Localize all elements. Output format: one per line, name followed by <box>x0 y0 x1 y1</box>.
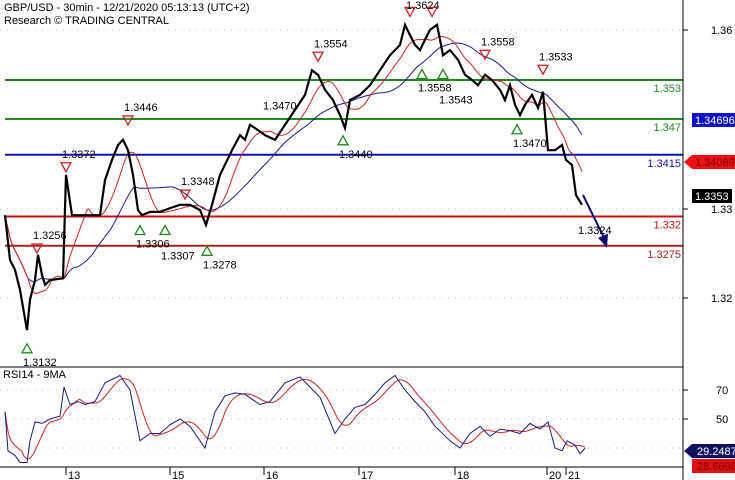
x-axis: 13 15 16 17 18 20 21 <box>65 467 580 480</box>
swing-high-triangle-icon <box>59 162 73 174</box>
rsi-y-tick-label: 50 <box>716 414 728 426</box>
price-grid <box>0 29 683 449</box>
swing-low-label: 1.3470 <box>513 138 547 150</box>
x-tick-label: 16 <box>266 470 278 480</box>
level-label: 1.332 <box>653 220 681 232</box>
forecast-arrowhead-icon <box>598 233 608 248</box>
price-y-ticks <box>683 29 688 420</box>
swing-low-label: 1.3440 <box>339 149 373 161</box>
swing-high-triangle-icon <box>425 6 439 18</box>
x-tick-label: 13 <box>68 470 80 480</box>
ma-slow-badge <box>692 113 735 127</box>
swing-low-triangle-icon <box>20 342 34 354</box>
x-tick-label: 20 <box>549 470 561 480</box>
forecast-target-label: 1.3324 <box>578 225 612 237</box>
swing-low-label: 1.3306 <box>136 239 170 251</box>
level-label: 1.3275 <box>647 249 681 261</box>
swing-low-triangle-icon <box>436 68 450 80</box>
swing-low-triangle-icon <box>510 123 524 135</box>
key-levels: 1.353 1.347 1.3415 1.332 1.3275 <box>5 79 683 261</box>
y-tick-label: 1.33 <box>711 204 732 216</box>
chart-subtitle: Research © TRADING CENTRAL <box>4 15 169 27</box>
swing-high-triangle-icon <box>30 243 44 255</box>
chart-title: GBP/USD - 30min - 12/21/2020 05:13:13 (U… <box>4 2 249 14</box>
swing-low-triangle-icon <box>415 68 429 80</box>
level-label: 1.3415 <box>647 158 681 170</box>
swing-low-triangle-icon <box>200 244 214 256</box>
swing-high-label: 1.3624 <box>406 0 440 12</box>
swing-high-label: 1.3554 <box>314 38 348 50</box>
swing-high-label: 1.3446 <box>124 102 158 114</box>
ma-slow-badge-label: 1.34696 <box>695 115 735 127</box>
price-series <box>3 21 583 331</box>
swing-high-triangle-icon <box>311 51 325 63</box>
level-label: 1.347 <box>653 122 681 134</box>
price-label: 1.3470 <box>263 100 297 112</box>
swing-low-label: 1.3278 <box>203 259 237 271</box>
level-label: 1.353 <box>653 83 681 95</box>
rsi-ma-line <box>4 378 586 460</box>
rsi-badge <box>684 444 735 458</box>
swing-high-triangle-icon <box>178 189 192 201</box>
rsi-title: RSI14 - 9MA <box>3 369 67 381</box>
x-tick-label: 17 <box>361 470 373 480</box>
ma-fast-badge <box>684 155 735 169</box>
swing-high-triangle-icon <box>478 49 492 61</box>
swing-high-label: 1.3256 <box>33 230 67 242</box>
x-tick-label: 15 <box>172 470 184 480</box>
y-tick-label: 1.36 <box>711 25 732 37</box>
rsi-series <box>4 374 586 463</box>
swing-low-label: 1.3132 <box>23 357 57 369</box>
ma-fast-badge-label: 1.34089 <box>695 157 735 169</box>
swing-low-triangle-icon <box>158 224 172 236</box>
swing-low-label: 1.3307 <box>161 251 195 263</box>
rsi-ma-badge-label: 28.6698 <box>697 461 735 473</box>
swing-high-label: 1.3372 <box>62 149 96 161</box>
swing-low-label: 1.3543 <box>439 95 473 107</box>
last-price-badge-label: 1.3353 <box>695 191 729 203</box>
swing-low-triangle-icon <box>336 134 350 146</box>
rsi-ma-badge <box>692 459 735 473</box>
x-tick-label: 18 <box>457 470 469 480</box>
swing-markers: 1.32561.33721.34461.33481.35541.36241.36… <box>20 0 612 369</box>
price-line <box>3 21 583 331</box>
forecast-arrow-line <box>582 194 606 241</box>
y-tick-label: 1.32 <box>711 293 732 305</box>
rsi-badge-label: 29.2487 <box>697 446 735 458</box>
swing-high-triangle-icon <box>121 115 135 127</box>
swing-high-triangle-icon <box>403 6 417 18</box>
swing-low-label: 1.3558 <box>418 83 452 95</box>
swing-high-label: 1.3558 <box>481 36 515 48</box>
rsi-line <box>4 374 586 463</box>
rsi-y-tick-label: 70 <box>716 385 728 397</box>
last-price-badge <box>692 189 732 203</box>
swing-high-triangle-icon <box>536 64 550 76</box>
swing-high-label: 1.3533 <box>539 51 573 63</box>
swing-low-triangle-icon <box>133 224 147 236</box>
swing-high-label: 1.3348 <box>181 176 215 188</box>
x-tick-label: 21 <box>568 470 580 480</box>
